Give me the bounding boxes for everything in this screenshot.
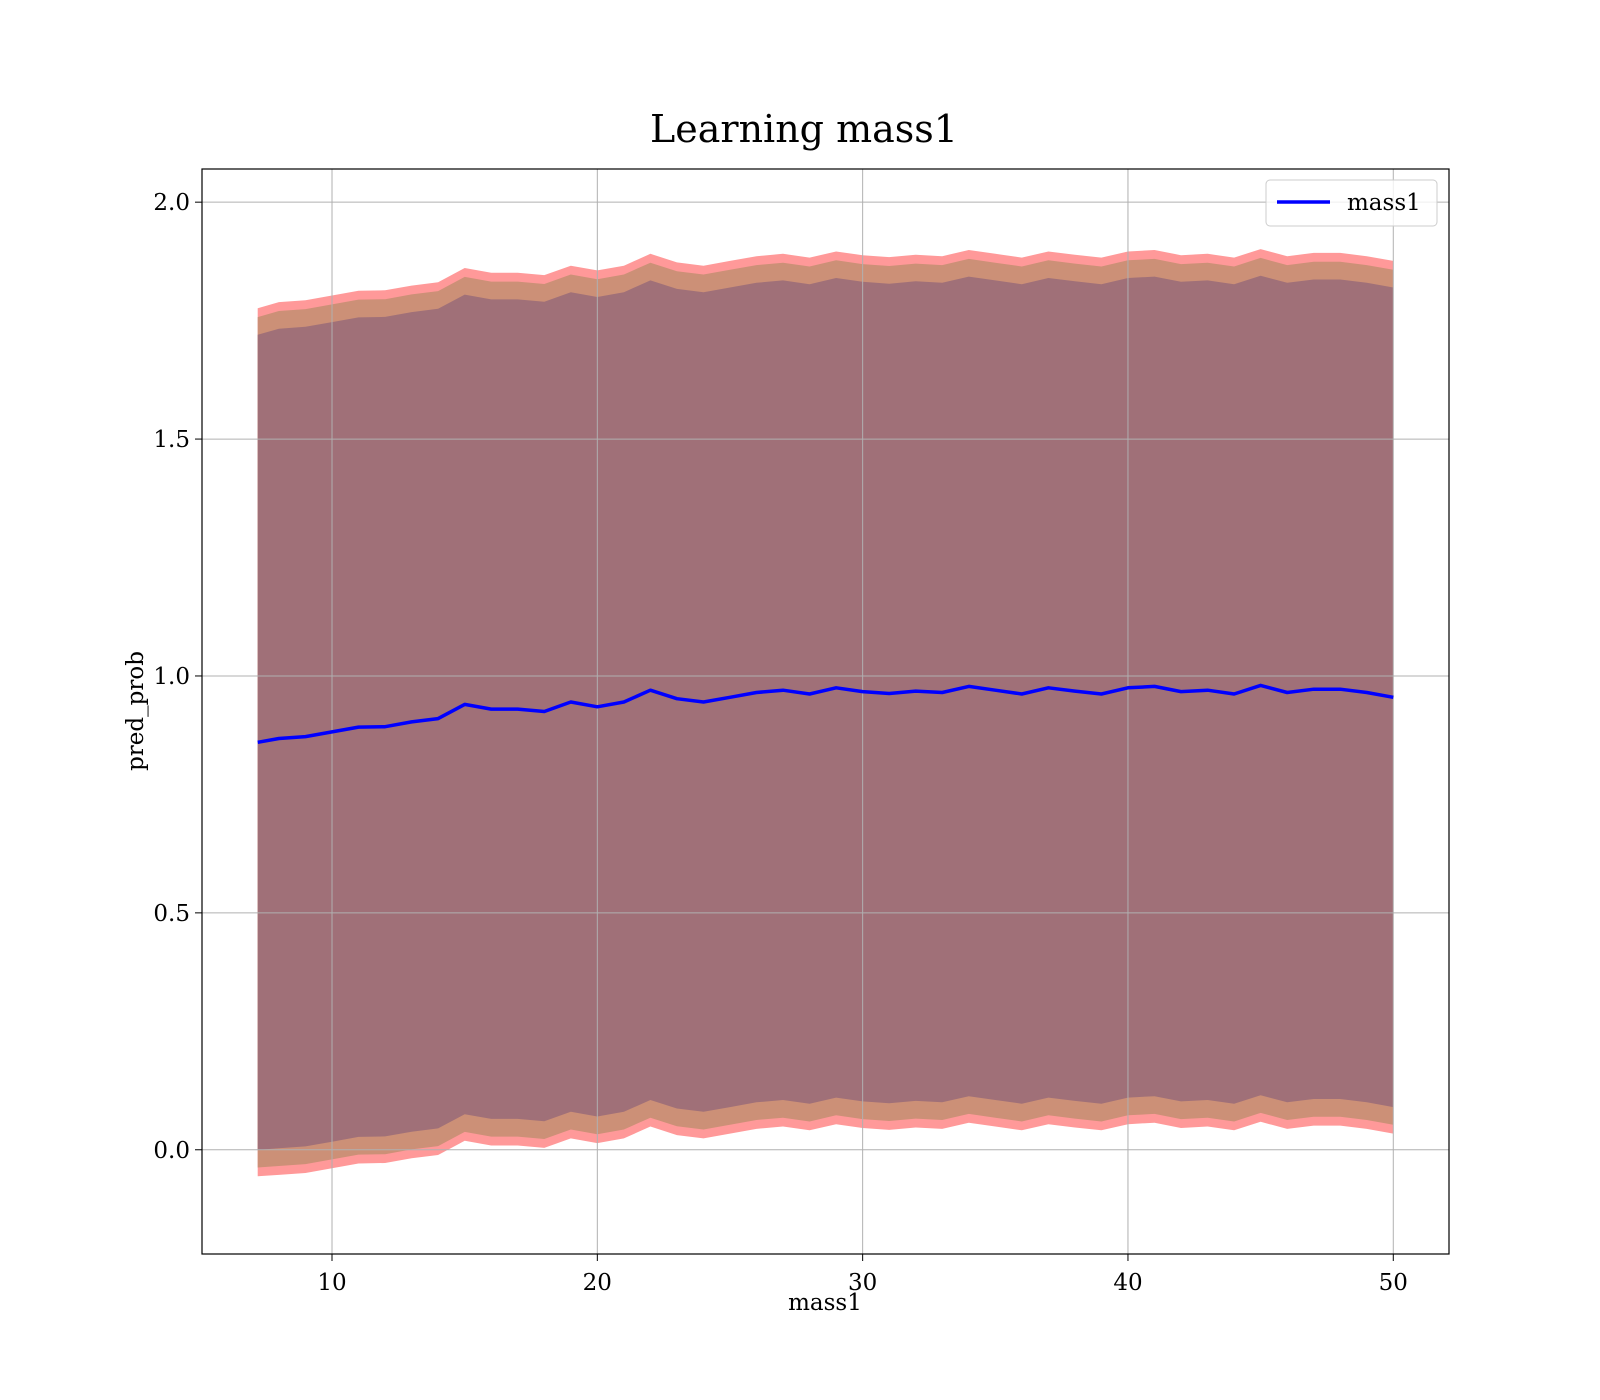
plot-frame <box>201 168 1450 1255</box>
legend-box <box>1265 179 1438 227</box>
y-tick-label-2: 1.0 <box>153 664 190 690</box>
x-tick-label-0: 10 <box>317 1270 346 1296</box>
grid-lines <box>202 169 1449 1254</box>
x-axis-ticks: 10 20 30 40 50 <box>317 1254 1408 1296</box>
y-axis-label: pred_prob <box>123 651 149 771</box>
chart-title: Learning mass1 <box>650 107 958 151</box>
y-axis-ticks: 0.0 0.5 1.0 1.5 2.0 <box>153 190 202 1164</box>
x-tick-label-4: 50 <box>1379 1270 1408 1296</box>
series-line-mass1 <box>257 683 1394 745</box>
confidence-bands <box>257 249 1394 1177</box>
y-tick-label-0: 0.0 <box>153 1138 190 1164</box>
x-tick-label-1: 20 <box>583 1270 612 1296</box>
x-tick-label-3: 40 <box>1113 1270 1142 1296</box>
band-inner <box>257 275 1394 1150</box>
x-tick-label-2: 30 <box>848 1270 877 1296</box>
legend-label-mass1: mass1 <box>1347 190 1421 216</box>
legend: mass1 <box>1265 179 1438 227</box>
x-axis-label: mass1 <box>788 1290 862 1316</box>
y-tick-label-1: 0.5 <box>153 901 190 927</box>
series-lines <box>257 683 1394 745</box>
y-tick-label-4: 2.0 <box>153 190 190 216</box>
y-tick-label-3: 1.5 <box>153 427 190 453</box>
